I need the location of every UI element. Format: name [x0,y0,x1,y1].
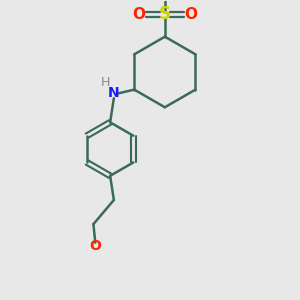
Text: O: O [89,239,101,254]
Text: H: H [101,76,110,89]
Text: N: N [108,86,120,100]
Text: O: O [184,7,197,22]
Text: S: S [159,5,171,23]
Text: O: O [132,7,146,22]
